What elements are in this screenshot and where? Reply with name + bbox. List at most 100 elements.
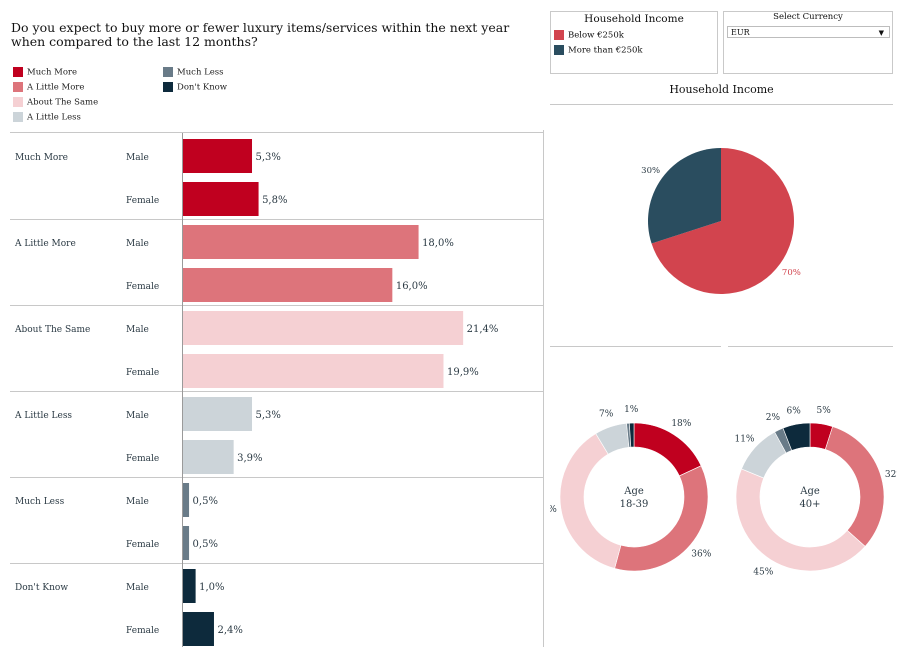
section-divider [550,104,893,105]
filter-option-label: Below €250k [568,30,624,41]
category-label-a-little-more: A Little More [14,239,76,249]
gender-label-male: Male [126,325,149,335]
legend-item-a-little-more[interactable]: A Little More [13,82,84,93]
filter-option-below-250k[interactable]: Below €250k [554,30,624,41]
currency-select[interactable]: EUR ▼ [727,26,890,38]
filter-swatch [554,30,564,40]
legend-swatch [163,82,173,92]
age-18-39-donut: 18% 36% 37% 7% 1% Age 18-39 [550,405,712,572]
filter-option-above-250k[interactable]: More than €250k [554,45,643,56]
bar-value-label: 18,0% [422,238,454,249]
gender-label-female: Female [126,196,159,206]
category-label-much-more: Much More [15,153,68,163]
donut-center-label: Age [623,486,644,497]
bar-don-t-know-female [182,612,214,646]
legend-item-much-less[interactable]: Much Less [163,67,224,78]
donut-center-sublabel: 40+ [799,499,820,510]
donut-value-label: 7% [599,410,614,420]
filter-option-label: More than €250k [568,45,643,56]
bar-about-the-same-female [182,354,444,388]
donut-slice-about-the-same [735,468,866,572]
section-divider [550,346,721,347]
gender-label-female: Female [126,368,159,378]
bar-value-label: 1,0% [199,582,224,593]
legend-item-much-more[interactable]: Much More [13,67,77,78]
donut-slice-don-t-know [629,422,635,448]
response-legend: Much More A Little More About The Same A… [13,67,273,127]
category-label-don-t-know: Don't Know [15,583,68,593]
donut-center-sublabel: 18-39 [620,499,649,510]
legend-label: About The Same [27,97,99,108]
legend-item-dont-know[interactable]: Don't Know [163,82,227,93]
legend-label: Much Less [177,67,224,78]
gender-label-female: Female [126,540,159,550]
bar-a-little-less-male [182,397,253,431]
legend-swatch [13,67,23,77]
donut-value-label: 32% [885,470,897,480]
donut-slice-about-the-same [559,433,622,569]
donut-slice-much-more [633,422,702,477]
bar-about-the-same-male [182,311,464,345]
gender-label-female: Female [126,282,159,292]
pie-slice-below-250k [651,148,794,294]
donut-value-label: 37% [550,505,557,515]
pie-value-label: 30% [641,166,660,176]
donut-value-label: 36% [691,550,711,560]
chevron-down-icon[interactable]: ▼ [878,29,884,37]
donut-slice-don-t-know [782,422,811,451]
donut-center-label: Age [799,486,820,497]
legend-item-a-little-less[interactable]: A Little Less [13,112,81,123]
filter-swatch [554,45,564,55]
legend-swatch [13,97,23,107]
pie-value-label: 70% [782,268,801,278]
household-filter-title: Household Income [584,13,684,25]
bar-value-label: 16,0% [396,281,428,292]
legend-label: A Little Less [27,112,81,123]
bar-value-label: 3,9% [237,453,262,464]
legend-swatch [13,112,23,122]
bar-a-little-less-female [182,440,234,474]
pie-slice-more-than-250k [648,148,721,244]
bar-value-label: 5,8% [262,195,287,206]
question-title: Do you expect to buy more or fewer luxur… [11,20,510,49]
currency-filter: Select Currency EUR ▼ [723,11,893,74]
donut-value-label: 1% [624,405,639,415]
bar-much-less-male [182,483,190,517]
donut-value-label: 18% [671,419,691,429]
gender-label-male: Male [126,411,149,421]
household-income-filter: Household Income Below €250k More than €… [550,11,718,74]
household-pie-chart: 70% 30% [641,148,801,294]
bar-value-label: 21,4% [467,324,499,335]
legend-label: Don't Know [177,82,228,93]
legend-swatch [13,82,23,92]
donut-value-label: 45% [753,568,773,578]
gender-label-female: Female [126,454,159,464]
category-label-much-less: Much Less [15,497,65,507]
household-section-title: Household Income [669,83,774,96]
gender-label-male: Male [126,153,149,163]
donut-value-label: 2% [766,413,781,423]
donut-value-label: 6% [787,407,802,417]
legend-label: Much More [27,67,78,78]
age-40-plus-donut: 5% 32% 45% 11% 2% 6% Age 40+ [734,406,897,578]
bar-value-label: 19,9% [447,367,479,378]
bar-chart: Much More Male 5,3% Female 5,8% A Little More… [10,130,544,647]
bar-much-less-female [182,526,190,560]
section-divider [728,346,893,347]
gender-label-male: Male [126,583,149,593]
gender-label-female: Female [126,626,159,636]
bar-value-label: 2,4% [217,625,242,636]
bar-much-more-female [182,182,259,216]
bar-a-little-more-female [182,268,393,302]
gender-label-male: Male [126,497,149,507]
legend-label: A Little More [27,82,85,93]
legend-swatch [163,67,173,77]
currency-filter-title: Select Currency [773,12,843,22]
currency-select-value: EUR [731,28,750,37]
gender-label-male: Male [126,239,149,249]
bar-value-label: 0,5% [193,496,218,507]
bar-a-little-more-male [182,225,419,259]
donut-value-label: 11% [734,434,754,444]
legend-item-about-the-same[interactable]: About The Same [13,97,98,108]
category-label-about-the-same: About The Same [14,325,90,335]
